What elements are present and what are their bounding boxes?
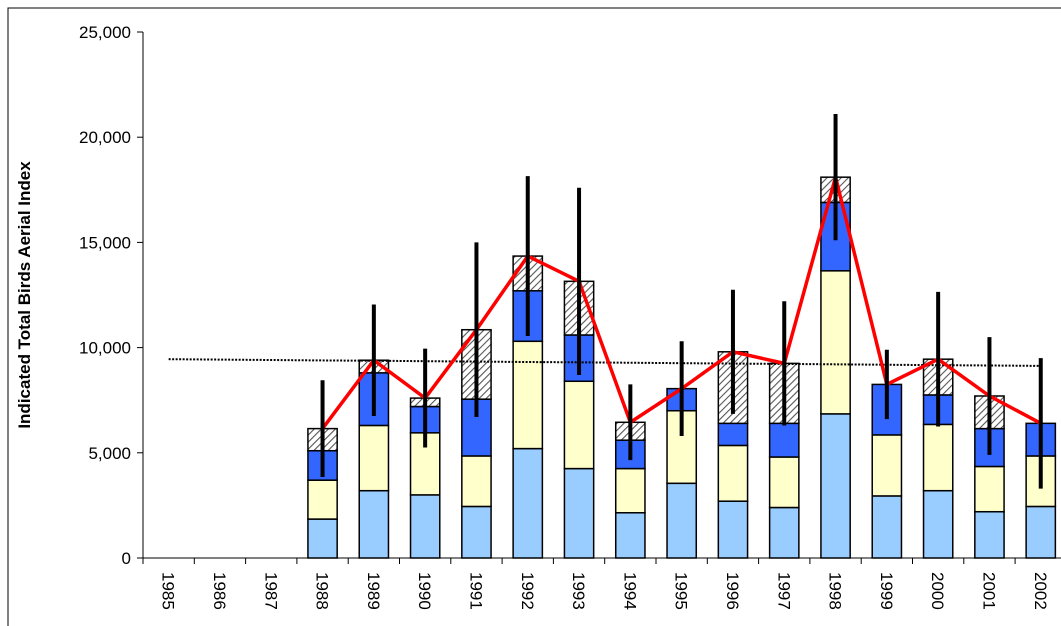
bar-segment — [922, 489, 954, 559]
bar-segment — [768, 456, 800, 509]
chart-border — [7, 7, 1061, 626]
x-tick-label: 2000 — [928, 572, 947, 610]
bar-segment — [871, 495, 903, 559]
x-tick-label: 2002 — [1031, 572, 1050, 610]
bar-segment — [461, 455, 492, 508]
y-tick-label: 15,000 — [79, 233, 131, 252]
bar-segment — [871, 434, 903, 497]
x-tick-label: 1986 — [210, 572, 229, 610]
bar-segment — [922, 423, 954, 492]
bar-segment — [307, 518, 338, 559]
bar-segment — [820, 270, 851, 415]
bar-segment — [461, 505, 492, 559]
x-tick-label: 1997 — [774, 572, 793, 610]
bar-segment — [614, 467, 646, 514]
x-tick-label: 1994 — [620, 572, 639, 610]
bar-segment — [820, 413, 851, 559]
x-tick-label: 1992 — [518, 572, 537, 610]
x-tick-label: 1987 — [261, 572, 280, 610]
bar-segment — [666, 482, 698, 559]
bar-segment — [358, 424, 390, 492]
bar-segment — [512, 447, 544, 559]
y-tick-label: 5,000 — [88, 444, 131, 463]
y-tick-label: 0 — [122, 549, 131, 568]
bar-segment — [512, 340, 544, 450]
bar-segment — [409, 494, 441, 559]
bar-segment — [717, 500, 749, 559]
bar-segment — [307, 479, 338, 520]
x-tick-label: 1999 — [877, 572, 896, 610]
bar-segment — [974, 510, 1005, 559]
x-tick-label: 1991 — [466, 572, 485, 610]
x-tick-label: 1995 — [672, 572, 691, 610]
x-tick-label: 1996 — [723, 572, 742, 610]
bar-segment — [717, 422, 749, 447]
x-tick-label: 1985 — [159, 572, 178, 610]
bar-segment — [768, 506, 800, 559]
bar-segment — [563, 380, 595, 470]
x-tick-label: 1998 — [826, 572, 845, 610]
bar-segment — [409, 432, 441, 496]
x-tick-label: 2001 — [979, 572, 998, 610]
y-tick-label: 10,000 — [79, 339, 131, 358]
bar-segment — [1025, 505, 1057, 559]
bar-segment — [768, 422, 800, 458]
x-tick-label: 1990 — [415, 572, 434, 610]
x-tick-label: 1988 — [313, 572, 332, 610]
bar-segment — [563, 467, 595, 559]
bar-segment — [974, 465, 1005, 513]
y-tick-label: 25,000 — [79, 23, 131, 42]
y-axis-title: Indicated Total Birds Aerial Index — [15, 161, 34, 429]
bar-segment — [358, 489, 390, 559]
x-tick-label: 1989 — [364, 572, 383, 610]
bar-segment — [614, 512, 646, 559]
y-tick-label: 20,000 — [79, 128, 131, 147]
x-tick-label: 1993 — [569, 572, 588, 610]
bar-segment — [717, 444, 749, 502]
reference-line — [168, 358, 1041, 367]
